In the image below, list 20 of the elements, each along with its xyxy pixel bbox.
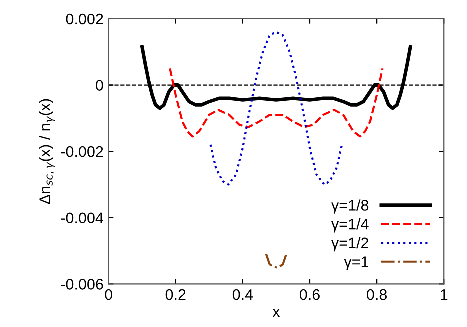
x-axis-title: x [272, 309, 280, 318]
legend-label: γ=1/2 [332, 237, 368, 252]
line-series [210, 31, 344, 186]
y-tick-label: -0.006 [61, 279, 104, 290]
x-tick-label: 0.2 [166, 289, 186, 300]
legend-label: γ=1/4 [332, 218, 369, 233]
x-tick-label: 0.6 [300, 289, 320, 300]
x-tick-label: 0 [105, 289, 112, 300]
y-tick-label: -0.002 [61, 146, 104, 158]
x-tick-label: 0.8 [367, 289, 388, 300]
line-series [169, 68, 384, 138]
x-tick-label: 1 [441, 290, 448, 300]
line-series [265, 253, 288, 269]
y-tick-label: 0.002 [66, 14, 104, 25]
legend-label: γ=1/8 [332, 200, 369, 214]
y-tick-label: -0.004 [61, 212, 104, 224]
y-tick-label: 0 [96, 80, 104, 91]
legend-label: γ=1 [344, 256, 369, 270]
x-tick-label: 0.4 [232, 289, 254, 300]
y-axis-title: Δn$_{sc,γ}$(x) / n$_{γ}$(x) [39, 99, 55, 204]
